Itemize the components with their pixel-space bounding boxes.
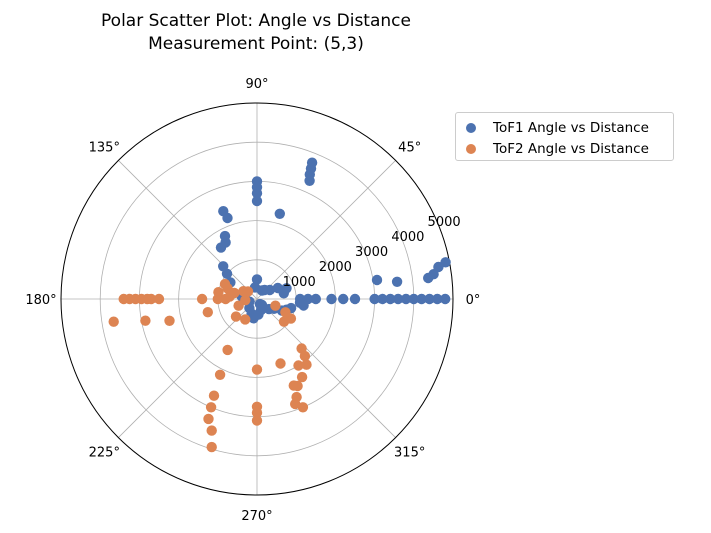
scatter-points xyxy=(108,157,451,453)
point-tof2 xyxy=(108,316,119,327)
point-tof2 xyxy=(251,364,263,375)
point-tof2 xyxy=(202,307,213,318)
point-tof1 xyxy=(251,195,263,207)
point-tof1 xyxy=(408,293,419,305)
point-tof2 xyxy=(292,380,303,392)
chart-subtitle: Measurement Point: (5,3) xyxy=(148,34,364,54)
axis-labels: 0° 45° 90° 135° 180° 225° 270° 315° 100020003000… xyxy=(25,77,480,524)
legend-marker-tof1 xyxy=(466,123,476,133)
point-tof1 xyxy=(391,276,403,287)
point-tof1 xyxy=(218,206,229,217)
r-tick-label: 5000 xyxy=(428,215,461,230)
chart-title: Polar Scatter Plot: Angle vs Distance xyxy=(101,11,411,31)
point-tof2 xyxy=(299,350,311,362)
theta-tick-label: 90° xyxy=(245,77,268,92)
point-tof2 xyxy=(146,293,157,305)
point-tof2 xyxy=(270,300,281,311)
point-tof2 xyxy=(293,360,304,371)
point-tof1 xyxy=(338,293,349,305)
point-tof1 xyxy=(416,293,427,305)
point-tof1 xyxy=(281,283,292,294)
theta-tick-label: 315° xyxy=(394,446,425,461)
point-tof2 xyxy=(206,441,217,453)
point-tof1 xyxy=(274,208,285,219)
legend-label-tof1: ToF1 Angle vs Distance xyxy=(493,120,649,136)
point-tof2 xyxy=(233,300,244,311)
point-tof1 xyxy=(385,293,396,305)
point-tof2 xyxy=(205,402,217,413)
point-tof1 xyxy=(251,176,263,187)
point-tof2 xyxy=(278,316,290,327)
legend-entry-tof1: ToF1 Angle vs Distance xyxy=(466,118,649,138)
legend: ToF1 Angle vs Distance ToF2 Angle vs Dis… xyxy=(455,112,674,161)
theta-tick-label: 45° xyxy=(398,140,421,155)
legend-label-tof2: ToF2 Angle vs Distance xyxy=(493,141,649,157)
point-tof2 xyxy=(224,291,235,302)
point-tof2 xyxy=(208,390,220,401)
point-tof1 xyxy=(326,293,337,305)
point-tof2 xyxy=(240,314,251,325)
point-tof1 xyxy=(298,300,309,311)
r-tick-label: 1000 xyxy=(283,275,316,290)
point-tof1 xyxy=(392,293,404,305)
point-tof2 xyxy=(297,402,309,413)
point-tof2 xyxy=(301,359,312,370)
theta-grid-line xyxy=(118,298,258,438)
theta-tick-label: 180° xyxy=(25,293,56,308)
point-tof1 xyxy=(306,157,318,168)
point-tof2 xyxy=(275,358,286,369)
point-tof1 xyxy=(272,282,283,294)
point-tof2 xyxy=(251,415,263,426)
legend-entry-tof2: ToF2 Angle vs Distance xyxy=(466,139,649,159)
r-tick-label: 2000 xyxy=(319,260,352,275)
point-tof1 xyxy=(432,293,443,305)
point-tof2 xyxy=(140,315,151,326)
point-tof2 xyxy=(280,307,291,318)
legend-marker-tof2 xyxy=(466,144,476,154)
point-tof2 xyxy=(242,286,254,297)
point-tof1 xyxy=(254,298,266,310)
point-tof1 xyxy=(369,293,380,305)
point-tof2 xyxy=(251,407,263,418)
point-tof2 xyxy=(230,311,242,322)
point-tof2 xyxy=(219,278,231,290)
theta-tick-label: 135° xyxy=(89,140,120,155)
point-tof2 xyxy=(153,293,165,305)
point-tof1 xyxy=(256,285,268,296)
point-tof1 xyxy=(440,257,451,268)
theta-grid-line xyxy=(256,298,396,438)
point-tof1 xyxy=(400,293,412,305)
point-tof1 xyxy=(349,293,361,305)
point-tof2 xyxy=(296,371,308,383)
point-tof2 xyxy=(203,413,214,425)
point-tof2 xyxy=(213,287,224,298)
r-tick-label: 3000 xyxy=(355,245,388,260)
theta-grid-line xyxy=(118,160,258,300)
r-tick-label: 4000 xyxy=(391,230,424,245)
point-tof1 xyxy=(424,293,435,305)
theta-tick-label: 225° xyxy=(89,446,120,461)
polar-spine xyxy=(60,102,454,496)
point-tof2 xyxy=(196,293,208,305)
point-tof2 xyxy=(206,425,217,436)
point-tof2 xyxy=(164,315,175,326)
theta-tick-label: 270° xyxy=(241,509,272,524)
point-tof1 xyxy=(371,274,383,286)
point-tof1 xyxy=(310,293,321,305)
point-tof1 xyxy=(251,274,263,285)
point-tof1 xyxy=(215,242,227,253)
theta-grid-line xyxy=(256,160,396,300)
point-tof2 xyxy=(214,369,226,380)
point-tof1 xyxy=(377,293,388,305)
point-tof2 xyxy=(222,344,233,356)
point-tof1 xyxy=(221,268,233,279)
point-tof1 xyxy=(440,293,451,305)
theta-tick-label: 0° xyxy=(466,293,481,308)
